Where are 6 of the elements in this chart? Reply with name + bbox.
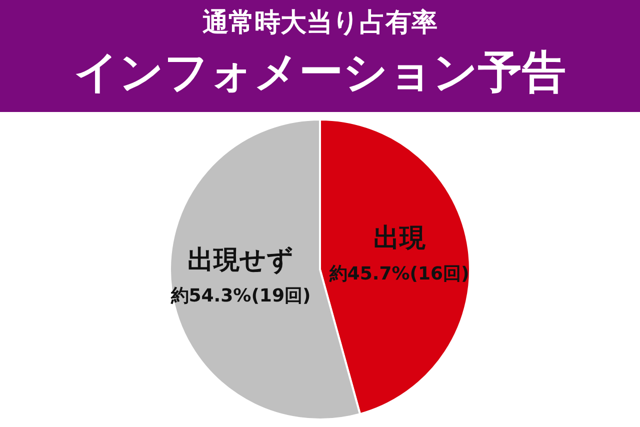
chart-subtitle: インフォメーション予告 (73, 46, 567, 100)
slice-label: 出現 (373, 224, 426, 254)
chart-title: 通常時大当り占有率 (202, 7, 438, 40)
slice-label: 出現せず (188, 245, 294, 276)
data-label: 約54.3%(19回) (170, 285, 311, 306)
data-label: 約45.7%(16回) (328, 264, 470, 285)
